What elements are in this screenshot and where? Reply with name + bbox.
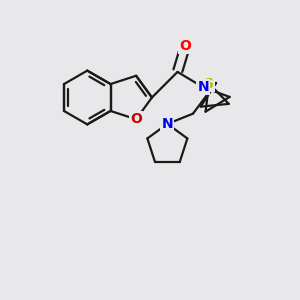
Text: S: S: [204, 76, 214, 91]
Text: O: O: [179, 39, 191, 53]
Text: O: O: [179, 39, 191, 53]
Text: O: O: [130, 112, 142, 126]
Text: O: O: [130, 112, 142, 126]
Text: S: S: [204, 76, 214, 91]
Text: N: N: [162, 117, 173, 131]
Text: N: N: [162, 117, 173, 131]
Text: N: N: [197, 80, 209, 94]
Text: N: N: [197, 80, 209, 94]
